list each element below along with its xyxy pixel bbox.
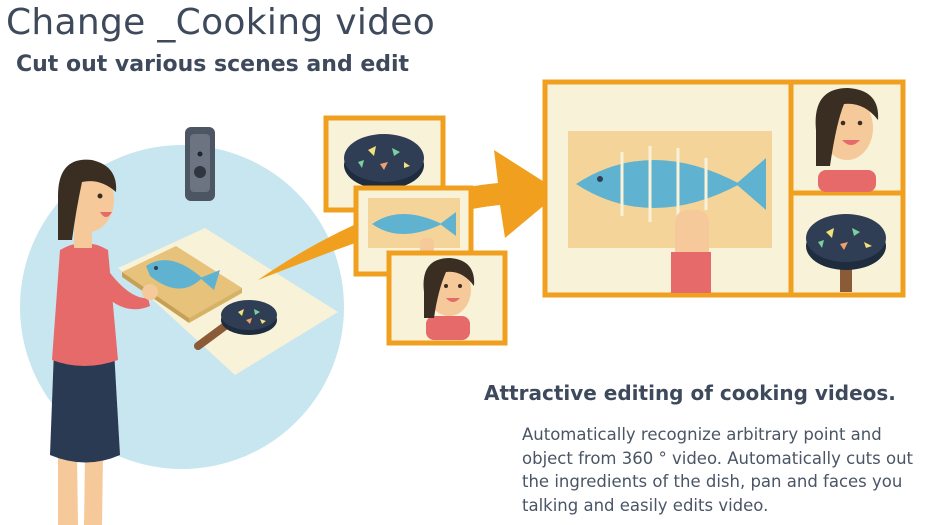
feature-heading: Attractive editing of cooking videos.	[484, 381, 896, 405]
frame-face	[386, 250, 508, 346]
page-title: Change _Cooking video	[6, 2, 436, 43]
fish-icon	[146, 260, 220, 290]
camera-360-icon	[185, 127, 215, 201]
edited-video-frame	[542, 79, 906, 298]
pan-icon	[194, 300, 277, 350]
page-subtitle: Cut out various scenes and edit	[16, 52, 410, 77]
feature-description: Automatically recognize arbitrary point …	[522, 425, 914, 515]
person-icon	[50, 159, 158, 525]
